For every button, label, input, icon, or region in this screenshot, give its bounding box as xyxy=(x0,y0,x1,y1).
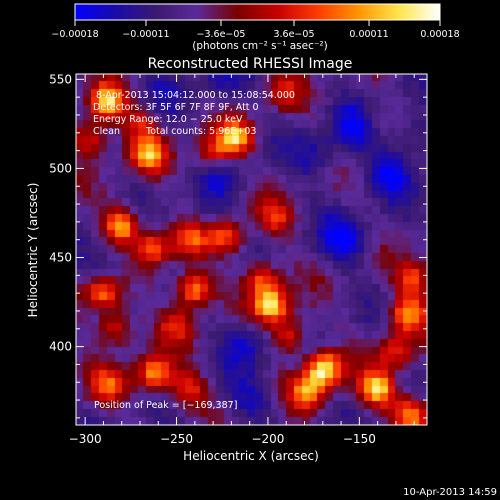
annotation-block: 8-Apr-2013 15:04:12.000 to 15:08:54.000 … xyxy=(93,90,295,411)
x-tick-label: −200 xyxy=(251,432,284,446)
colorbar-tick-label: −0.00011 xyxy=(122,29,169,40)
plot-axes: −300 −250 −200 −150 400 450 500 550 xyxy=(49,72,428,446)
colorbar-tick-label: 0.00011 xyxy=(349,29,388,40)
chart-title: Reconstructed RHESSI Image xyxy=(148,56,353,72)
colorbar-tick-label: −3.6e−05 xyxy=(197,29,246,40)
y-tick-label: 500 xyxy=(49,161,72,175)
annotation-method: Clean xyxy=(93,126,120,137)
colorbar-bar xyxy=(74,3,441,21)
colorbar-ticks: −0.00018 −0.00011 −3.6e−05 3.6e−05 0.00011 0.… xyxy=(51,20,460,40)
x-axis-label: Heliocentric X (arcsec) xyxy=(183,449,319,463)
plot-frame xyxy=(75,73,428,426)
annotation-energy-range: Energy Range: 12.0 − 25.0 keV xyxy=(93,114,243,125)
colorbar-tick-label: 0.00018 xyxy=(420,29,459,40)
colorbar-tick-label: 3.6e−05 xyxy=(273,29,314,40)
y-tick-label: 550 xyxy=(49,72,72,86)
colorbar-tick-label: −0.00018 xyxy=(51,29,98,40)
x-tick-label: −150 xyxy=(343,432,376,446)
colorbar: −0.00018 −0.00011 −3.6e−05 3.6e−05 0.00011 0.… xyxy=(51,3,460,52)
x-tick-label: −250 xyxy=(160,432,193,446)
y-axis-label: Heliocentric Y (arcsec) xyxy=(26,183,40,318)
annotation-peak-position: Position of Peak = [−169,387] xyxy=(94,400,237,411)
annotation-detectors: Detectors: 3F 5F 6F 7F 8F 9F, Att 0 xyxy=(93,102,259,113)
x-tick-label: −300 xyxy=(69,432,102,446)
annotation-time-range: 8-Apr-2013 15:04:12.000 to 15:08:54.000 xyxy=(96,90,295,101)
x-axis-ticks: −300 −250 −200 −150 xyxy=(69,74,415,446)
y-axis-ticks: 400 450 500 550 xyxy=(49,72,427,419)
heatmap-canvas xyxy=(76,74,427,425)
colorbar-unit-label: (photons cm⁻² s⁻¹ asec⁻²) xyxy=(192,40,327,52)
annotation-total-counts: Total counts: 5.96E+03 xyxy=(145,126,256,137)
y-tick-label: 400 xyxy=(49,340,72,354)
heatmap-image xyxy=(76,74,427,425)
footer-timestamp: 10-Apr-2013 14:59 xyxy=(403,487,497,498)
y-tick-label: 450 xyxy=(49,251,72,265)
